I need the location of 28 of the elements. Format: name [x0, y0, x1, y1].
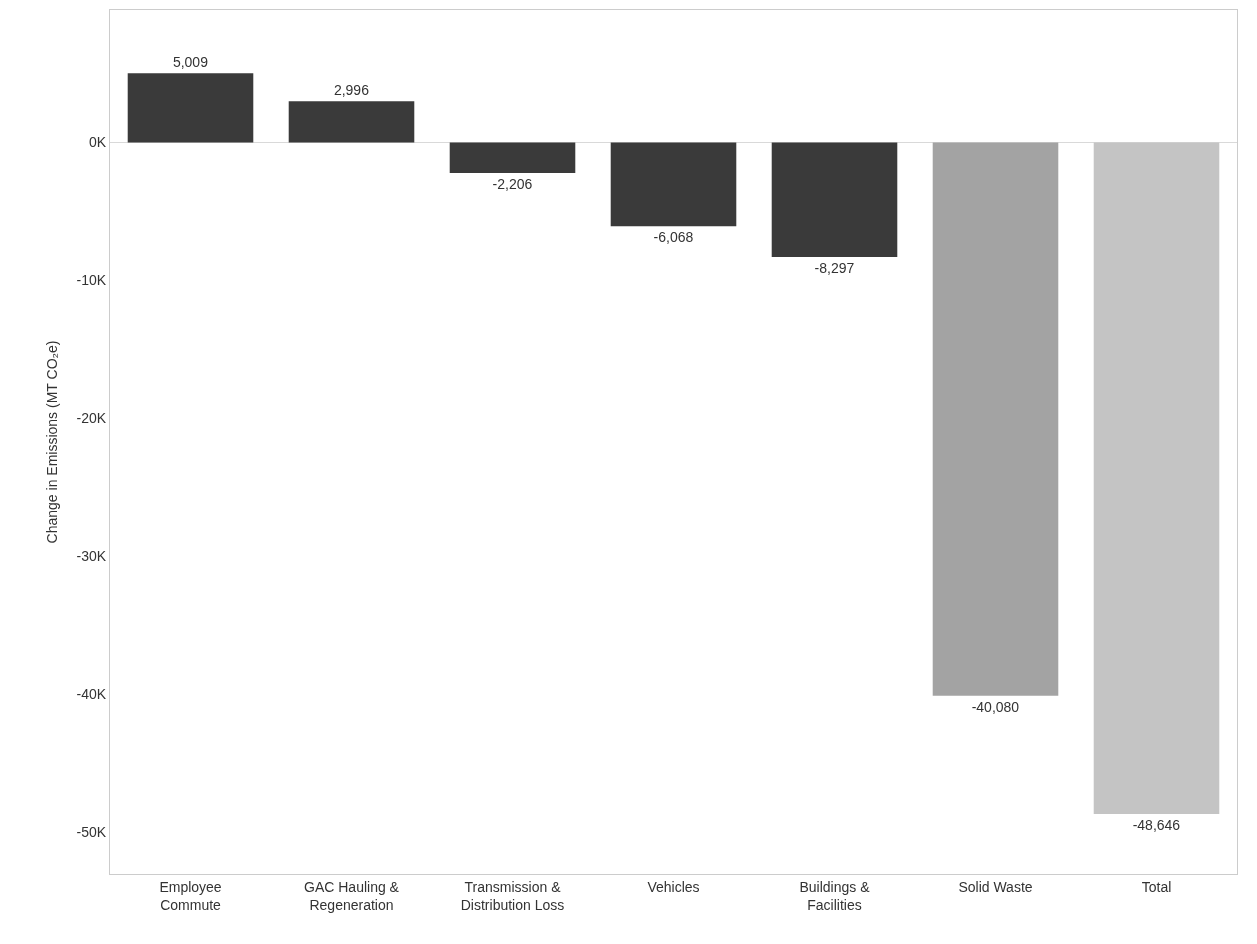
bar	[610, 142, 737, 227]
x-tick-label: GAC Hauling & Regeneration	[304, 878, 400, 913]
bar	[1093, 142, 1220, 814]
y-axis-title: Change in Emissions (MT CO₂e)	[44, 340, 61, 544]
y-tick-label: -10K	[76, 272, 107, 289]
y-tick-label: -20K	[76, 410, 107, 427]
x-tick-label: Solid Waste	[958, 878, 1033, 895]
y-tick-label: -50K	[76, 824, 107, 841]
bar	[771, 142, 898, 258]
x-tick-label: Transmission & Distribution Loss	[460, 878, 565, 913]
y-tick-label: -30K	[76, 548, 107, 565]
y-tick-label: -40K	[76, 686, 107, 703]
x-tick-label: Vehicles	[647, 878, 700, 895]
data-label: -48,646	[1132, 816, 1181, 833]
bar	[127, 73, 254, 143]
data-label: 2,996	[333, 82, 370, 99]
data-label: -8,297	[814, 260, 855, 277]
data-label: 5,009	[172, 54, 209, 71]
x-tick-label: Employee Commute	[159, 878, 222, 913]
bar	[288, 101, 415, 143]
x-tick-label: Total	[1141, 878, 1172, 895]
x-tick-label: Buildings & Facilities	[799, 878, 871, 913]
data-label: -6,068	[653, 229, 694, 246]
y-tick-label: 0K	[89, 134, 107, 151]
bar	[449, 142, 576, 173]
data-label: -2,206	[492, 175, 533, 192]
data-label: -40,080	[971, 698, 1020, 715]
bar	[932, 142, 1059, 696]
